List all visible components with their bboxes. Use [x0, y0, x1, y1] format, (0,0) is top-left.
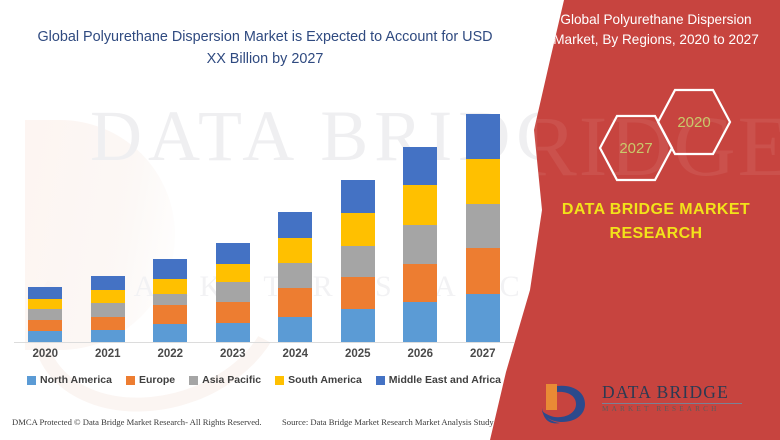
logo-text: DATA BRIDGE MARKET RESEARCH: [602, 382, 730, 413]
bar-segment: [465, 294, 500, 342]
hexagon-group: 2020 2027: [570, 88, 760, 182]
footer-source: Source: Data Bridge Market Research Mark…: [282, 417, 514, 427]
x-axis-label-2024: 2024: [282, 348, 309, 360]
bar-group-2022: [153, 259, 188, 342]
hexagon-2020-label: 2020: [677, 113, 711, 131]
legend-item[interactable]: Middle East and Africa: [375, 374, 502, 386]
hexagon-2027-label: 2027: [619, 139, 653, 157]
bar-segment: [90, 290, 125, 303]
bar-segment: [153, 324, 188, 342]
legend-swatch-icon: [375, 375, 385, 385]
bar-segment: [153, 279, 188, 294]
x-axis-label-2023: 2023: [219, 348, 246, 360]
bar-segment: [278, 317, 313, 342]
bar-segment: [465, 114, 500, 159]
bar-group-2025: [340, 180, 375, 342]
bar-group-2020: [28, 287, 63, 342]
legend-swatch-icon: [275, 375, 285, 385]
bar-segment: [340, 180, 375, 213]
bar-segment: [90, 330, 125, 342]
bar-segment: [215, 243, 250, 264]
bar-group-2021: [90, 276, 125, 342]
bar-segment: [340, 309, 375, 342]
legend-swatch-icon: [125, 375, 135, 385]
legend-label: Asia Pacific: [202, 374, 262, 386]
bar-segment: [340, 277, 375, 309]
x-axis-label-2025: 2025: [344, 348, 371, 360]
bar-segment: [465, 159, 500, 204]
bar-segment: [28, 299, 63, 309]
plot-area: [14, 100, 514, 343]
legend-item[interactable]: Europe: [125, 374, 176, 386]
chart-legend: North America Europe Asia Pacific South Ame…: [14, 374, 514, 386]
legend-label: South America: [288, 374, 362, 386]
logo-b-mark-icon: [540, 380, 598, 424]
legend-label: North America: [39, 374, 112, 386]
bar-segment: [403, 147, 438, 185]
company-logo: DATA BRIDGE MARKET RESEARCH: [540, 378, 755, 426]
legend-swatch-icon: [189, 375, 199, 385]
bar-segment: [153, 294, 188, 305]
x-axis-line: [14, 342, 514, 343]
legend-item[interactable]: North America: [26, 374, 112, 386]
bar-group-2023: [215, 243, 250, 342]
bar-segment: [340, 246, 375, 277]
bar-segment: [278, 212, 313, 238]
bar-segment: [153, 305, 188, 324]
bar-segment: [28, 331, 63, 342]
footer: DMCA Protected © Data Bridge Market Rese…: [0, 415, 560, 437]
logo-title: DATA BRIDGE: [602, 382, 730, 402]
bar-segment: [90, 276, 125, 290]
bar-group-2027: [465, 114, 500, 342]
bar-segment: [403, 185, 438, 225]
x-axis-label-2022: 2022: [157, 348, 184, 360]
chart-title: Global Polyurethane Dispersion Market is…: [37, 29, 493, 68]
bar-segment: [90, 317, 125, 330]
brand-name: DATA BRIDGE MARKET RESEARCH: [561, 201, 751, 242]
bar-segment: [215, 282, 250, 302]
bar-segment: [278, 288, 313, 317]
bar-segment: [465, 204, 500, 248]
right-panel-title: Global Polyurethane Dispersion Market, B…: [553, 12, 759, 48]
bar-series-container: [14, 100, 514, 342]
bar-segment: [403, 302, 438, 342]
bar-group-2026: [403, 147, 438, 342]
x-axis-label-2021: 2021: [94, 348, 121, 360]
bar-segment: [215, 264, 250, 282]
bar-segment: [465, 248, 500, 294]
bar-group-2024: [278, 212, 313, 342]
x-axis-label-2020: 2020: [32, 348, 59, 360]
legend-label: Middle East and Africa: [388, 374, 502, 386]
footer-copyright: DMCA Protected © Data Bridge Market Rese…: [12, 417, 262, 427]
bar-segment: [153, 259, 188, 279]
bar-segment: [215, 302, 250, 323]
bar-segment: [28, 287, 63, 299]
bar-segment: [340, 213, 375, 246]
logo-divider: [602, 403, 742, 404]
legend-item[interactable]: South America: [275, 374, 362, 386]
x-axis-labels: 2020 2021 2022 2023 2024 2025 2026 2027: [14, 348, 514, 368]
x-axis-label-2027: 2027: [469, 348, 496, 360]
bar-segment: [403, 225, 438, 264]
chart-panel: Global Polyurethane Dispersion Market is…: [0, 29, 560, 437]
legend-label: Europe: [138, 374, 176, 386]
logo-subtitle: MARKET RESEARCH: [602, 404, 720, 413]
bar-segment: [28, 320, 63, 331]
bar-segment: [215, 323, 250, 342]
bar-segment: [90, 303, 125, 317]
bar-segment: [278, 263, 313, 288]
legend-item[interactable]: Asia Pacific: [189, 374, 261, 386]
bar-segment: [278, 238, 313, 263]
legend-swatch-icon: [26, 375, 36, 385]
bar-segment: [403, 264, 438, 302]
x-axis-label-2026: 2026: [407, 348, 434, 360]
bar-segment: [28, 309, 63, 320]
hexagon-2027: 2027: [598, 114, 674, 182]
